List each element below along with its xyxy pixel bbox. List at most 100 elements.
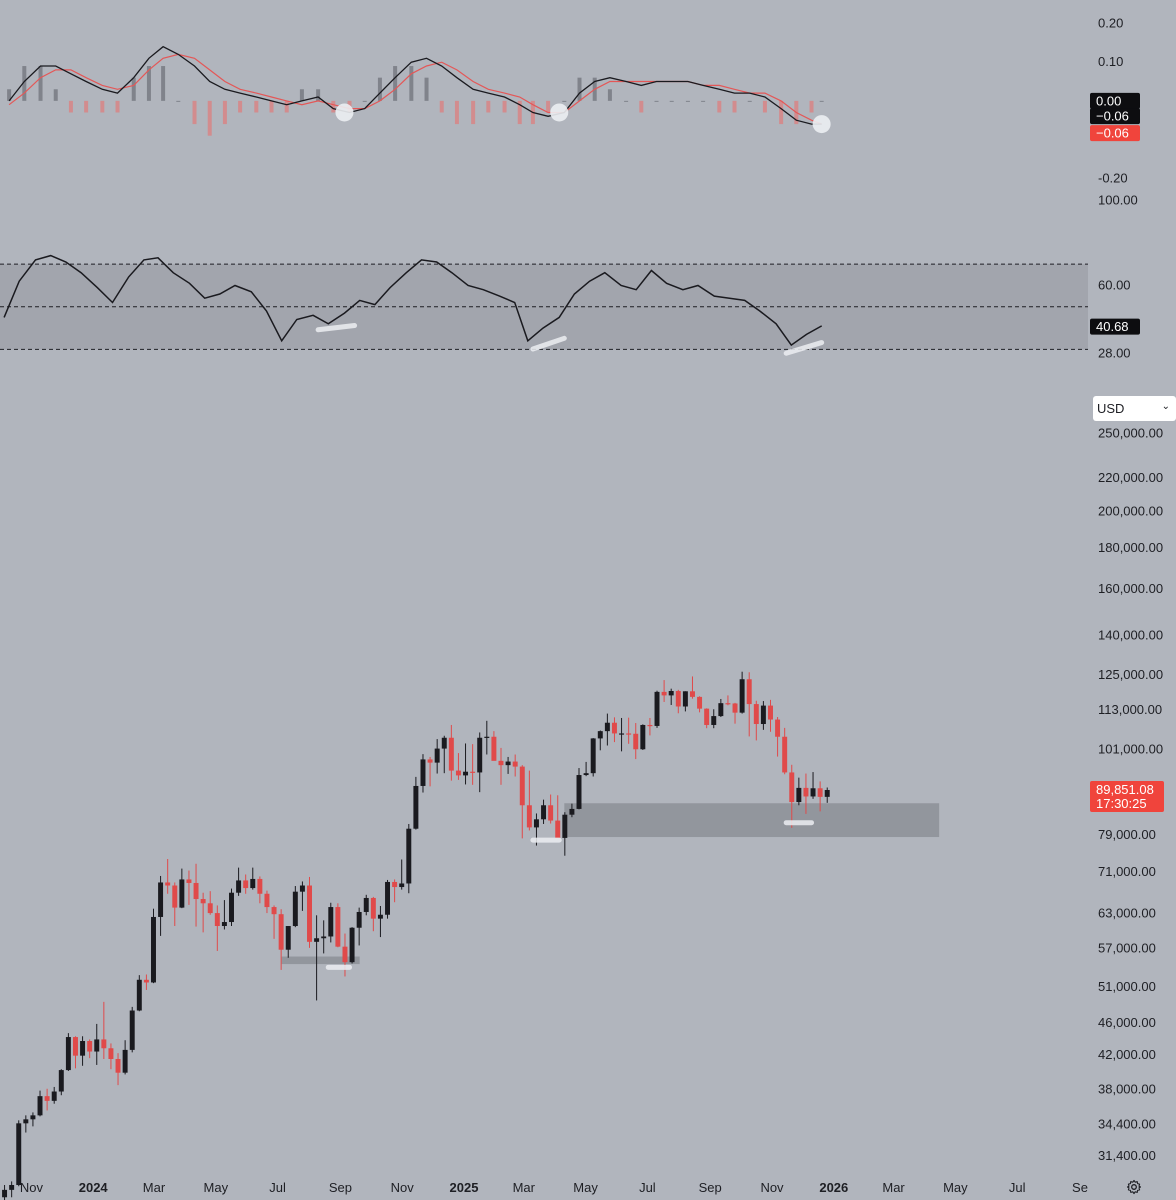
candle-body	[179, 879, 185, 908]
candle-body	[675, 690, 681, 707]
price-tick-label: 38,000.00	[1098, 1082, 1156, 1097]
candle-body	[278, 914, 284, 950]
candle-body	[51, 1091, 57, 1101]
candle-body	[704, 708, 710, 725]
candle-body	[229, 892, 234, 923]
candle-body	[385, 881, 391, 915]
histogram-bar	[762, 100, 767, 113]
histogram-bar	[669, 100, 674, 102]
macd-value-badge	[1090, 125, 1140, 142]
price-tick-label: 180,000.00	[1098, 540, 1163, 555]
time-tick-label: Mar	[143, 1180, 166, 1195]
candle-body	[448, 737, 454, 771]
time-tick-label: May	[573, 1180, 598, 1195]
histogram-bar	[222, 100, 227, 125]
candle-body	[328, 907, 334, 937]
rsi-panel	[0, 254, 1088, 356]
histogram-bar	[38, 66, 43, 101]
candle-body	[711, 716, 717, 725]
candle-body	[349, 927, 355, 963]
histogram-bar	[562, 100, 567, 102]
candle-body	[697, 696, 703, 709]
rsi-tick-label: 100.00	[1098, 192, 1138, 207]
countdown-badge-text: 17:30:25	[1096, 796, 1147, 811]
histogram-bar	[100, 100, 105, 113]
macd-tick-label: 0.10	[1098, 54, 1123, 69]
histogram-bar	[238, 100, 243, 113]
candle-body	[87, 1041, 93, 1052]
histogram-bar	[131, 77, 136, 101]
candle-body	[158, 882, 164, 917]
candle-body	[718, 703, 724, 717]
candle-body	[732, 703, 738, 713]
candle-body	[406, 828, 412, 884]
support-zone	[564, 803, 940, 838]
candle-body	[654, 691, 660, 726]
price-panel	[2, 671, 940, 1200]
time-tick-label: Mar	[513, 1180, 536, 1195]
time-tick-label: 2026	[819, 1180, 848, 1195]
candle-body	[292, 891, 298, 927]
histogram-bar	[639, 100, 644, 113]
macd-line	[8, 45, 822, 125]
price-tick-label: 250,000.00	[1098, 426, 1163, 441]
price-tick-label: 125,000.00	[1098, 667, 1163, 682]
candle-body	[151, 916, 156, 983]
candle-body	[314, 938, 320, 942]
histogram-bar	[68, 100, 73, 113]
candle-body	[760, 705, 766, 725]
candle-body	[789, 772, 795, 803]
price-tick-label: 79,000.00	[1098, 827, 1156, 842]
candle-body	[768, 705, 773, 720]
candle-body	[526, 805, 532, 828]
candle-body	[803, 787, 809, 797]
candle-body	[37, 1096, 43, 1116]
time-tick-label: 2025	[450, 1180, 479, 1195]
histogram-bar	[254, 100, 259, 113]
candle-body	[590, 738, 596, 774]
rsi-tick-label: 60.00	[1098, 277, 1131, 292]
candle-body	[101, 1039, 107, 1049]
histogram-bar	[22, 66, 27, 101]
currency-select[interactable]: USD ⌄	[1093, 396, 1176, 421]
candle-body	[519, 766, 525, 806]
macd-tick-label: 0.20	[1098, 15, 1123, 30]
price-tick-label: 57,000.00	[1098, 940, 1156, 955]
candle-body	[342, 946, 348, 963]
histogram-bar	[577, 77, 582, 101]
candle-body	[633, 733, 639, 750]
histogram-bar	[269, 100, 274, 113]
candle-body	[143, 979, 149, 983]
price-tick-label: 46,000.00	[1098, 1015, 1156, 1030]
price-tick-label: 200,000.00	[1098, 503, 1163, 518]
candle-body	[626, 733, 632, 735]
candle-body	[463, 771, 469, 776]
candle-body	[746, 679, 752, 705]
candle-body	[335, 907, 341, 947]
histogram-bar	[439, 100, 444, 113]
histogram-bar	[377, 77, 382, 101]
candle-body	[434, 748, 440, 763]
rsi-value-badge	[1090, 318, 1140, 335]
candle-body	[583, 773, 589, 776]
histogram-bar	[747, 100, 752, 102]
price-tick-label: 140,000.00	[1098, 628, 1163, 643]
highlight-marker	[335, 103, 354, 122]
candle-body	[9, 1185, 15, 1190]
histogram-bar	[779, 100, 784, 125]
support-zone	[281, 956, 360, 965]
candle-body	[16, 1123, 22, 1186]
candle-body	[484, 736, 490, 738]
candle-body	[597, 731, 603, 739]
candle-body	[753, 704, 759, 725]
rsi-value-badge-text: 40.68	[1096, 319, 1129, 334]
candle-body	[413, 785, 419, 829]
candle-body	[533, 819, 539, 828]
time-tick-label: Nov	[20, 1180, 44, 1195]
settings-button[interactable]	[1124, 1177, 1144, 1197]
price-tick-label: 34,400.00	[1098, 1116, 1156, 1131]
time-tick-label: Se	[1072, 1180, 1088, 1195]
candle-body	[611, 722, 617, 734]
candle-body	[555, 820, 561, 838]
